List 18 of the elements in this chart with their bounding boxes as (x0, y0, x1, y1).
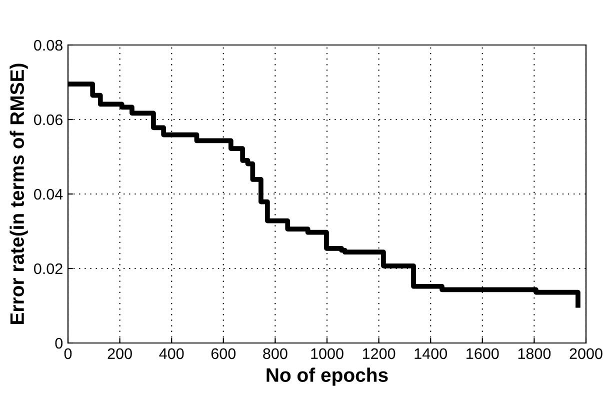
x-tick-label: 1600 (466, 348, 499, 360)
y-tick-label: 0 (55, 338, 63, 349)
y-tick-label: 0.04 (34, 188, 63, 200)
x-axis-title: No of epochs (266, 368, 388, 386)
y-tick-label: 0.08 (34, 40, 62, 51)
x-tick-label: 1800 (518, 348, 551, 360)
x-tick-label: 0 (64, 348, 72, 360)
y-tick-label: 0.02 (34, 263, 62, 274)
y-tick-label: 0.06 (34, 114, 62, 126)
x-tick-label: 600 (211, 348, 236, 360)
y-axis-title: Error rate(in terms of RMSE) (10, 64, 28, 324)
x-tick-label: 1000 (311, 348, 344, 360)
x-tick-label: 1400 (414, 348, 447, 360)
x-tick-label: 1200 (362, 348, 396, 360)
x-tick-label: 400 (159, 348, 184, 360)
x-tick-label: 200 (108, 348, 132, 360)
x-tick-label: 2000 (570, 348, 602, 360)
x-tick-label: 800 (263, 348, 288, 360)
